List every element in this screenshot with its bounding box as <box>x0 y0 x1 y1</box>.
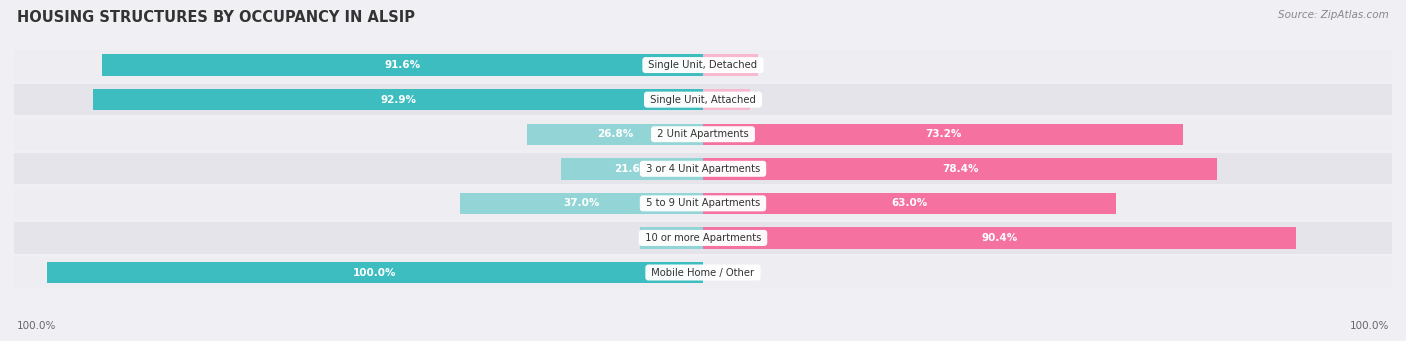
Bar <box>103 54 703 76</box>
Text: 21.6%: 21.6% <box>614 164 650 174</box>
Text: 78.4%: 78.4% <box>942 164 979 174</box>
Text: Mobile Home / Other: Mobile Home / Other <box>648 268 758 278</box>
Bar <box>14 84 1392 115</box>
Text: Single Unit, Detached: Single Unit, Detached <box>645 60 761 70</box>
Bar <box>703 89 749 110</box>
Text: 3 or 4 Unit Apartments: 3 or 4 Unit Apartments <box>643 164 763 174</box>
Bar <box>14 222 1392 253</box>
Text: 100.0%: 100.0% <box>1350 321 1389 331</box>
Text: 73.2%: 73.2% <box>925 129 962 139</box>
Bar <box>703 158 1218 179</box>
Text: 37.0%: 37.0% <box>564 198 600 208</box>
Text: 26.8%: 26.8% <box>598 129 633 139</box>
Bar <box>703 54 758 76</box>
Bar <box>703 227 1296 249</box>
Text: 7.1%: 7.1% <box>711 95 741 105</box>
Bar <box>527 123 703 145</box>
Text: 90.4%: 90.4% <box>981 233 1018 243</box>
Bar <box>14 257 1392 288</box>
Bar <box>14 188 1392 219</box>
Bar <box>703 123 1184 145</box>
Bar <box>14 49 1392 80</box>
Text: Source: ZipAtlas.com: Source: ZipAtlas.com <box>1278 10 1389 20</box>
Bar <box>460 193 703 214</box>
Text: 100.0%: 100.0% <box>17 321 56 331</box>
Bar <box>14 119 1392 150</box>
Bar <box>93 89 703 110</box>
Text: 8.4%: 8.4% <box>716 60 745 70</box>
Text: 91.6%: 91.6% <box>384 60 420 70</box>
Text: 10 or more Apartments: 10 or more Apartments <box>641 233 765 243</box>
Text: HOUSING STRUCTURES BY OCCUPANCY IN ALSIP: HOUSING STRUCTURES BY OCCUPANCY IN ALSIP <box>17 10 415 25</box>
Bar <box>14 153 1392 184</box>
Text: Single Unit, Attached: Single Unit, Attached <box>647 95 759 105</box>
Text: 9.6%: 9.6% <box>657 233 686 243</box>
Bar <box>561 158 703 179</box>
Text: 100.0%: 100.0% <box>353 268 396 278</box>
Text: 92.9%: 92.9% <box>380 95 416 105</box>
Text: 5 to 9 Unit Apartments: 5 to 9 Unit Apartments <box>643 198 763 208</box>
Bar <box>703 193 1116 214</box>
Text: 2 Unit Apartments: 2 Unit Apartments <box>654 129 752 139</box>
Text: 63.0%: 63.0% <box>891 198 928 208</box>
Bar <box>640 227 703 249</box>
Bar <box>46 262 703 283</box>
